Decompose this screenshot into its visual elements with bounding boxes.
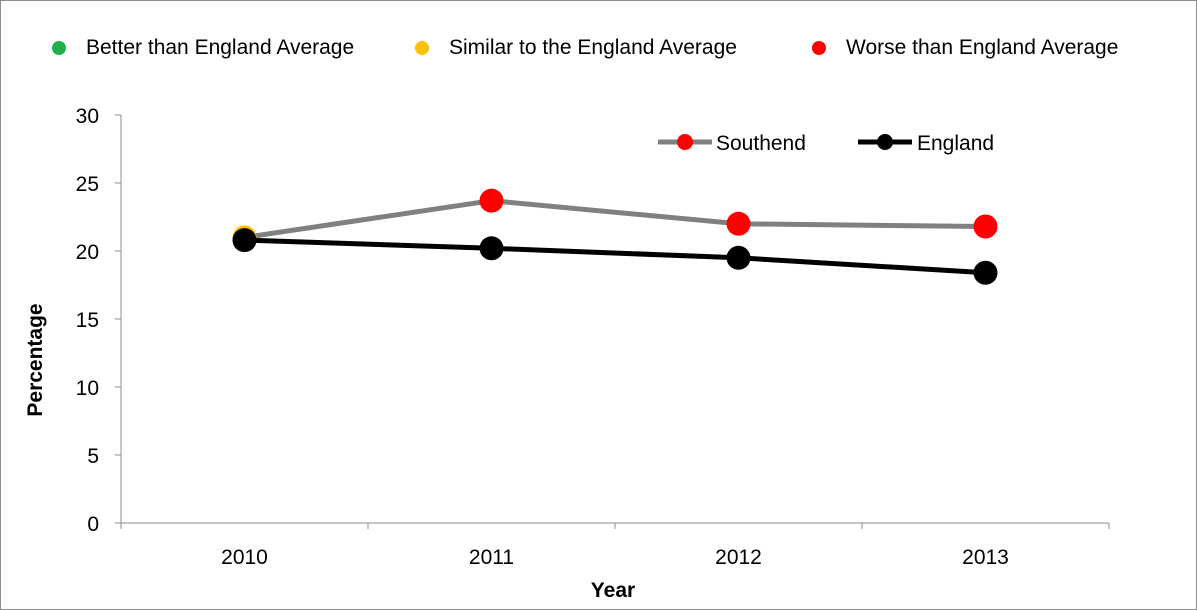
status-legend-similar: Similar to the England Average — [415, 36, 737, 60]
status-legend-similar-label: Similar to the England Average — [449, 36, 737, 59]
data-point-england-2011 — [479, 236, 504, 261]
legend-marker-england — [877, 134, 893, 150]
data-point-england-2013 — [973, 260, 998, 285]
x-tick-label: 2011 — [469, 546, 514, 569]
status-legend: Better than England Average Similar to t… — [0, 36, 1197, 64]
y-tick-label: 25 — [76, 173, 99, 196]
y-tick-label: 10 — [76, 377, 99, 400]
legend-label-southend: Southend — [716, 132, 806, 155]
data-point-southend-2013 — [973, 214, 998, 239]
data-point-southend-2011 — [479, 188, 504, 213]
x-axis-title: Year — [590, 579, 636, 602]
data-point-england-2012 — [726, 245, 751, 270]
x-tick-label: 2013 — [962, 546, 1009, 569]
amber-dot-icon — [415, 41, 429, 55]
series-line-southend — [244, 198, 986, 240]
y-tick-label: 20 — [76, 241, 99, 264]
green-dot-icon — [52, 41, 66, 55]
status-legend-better-label: Better than England Average — [86, 36, 355, 59]
y-tick-label: 15 — [76, 309, 99, 332]
status-legend-worse: Worse than England Average — [812, 36, 1118, 60]
x-tick-label: 2012 — [715, 546, 762, 569]
status-legend-worse-label: Worse than England Average — [846, 36, 1119, 59]
status-legend-better: Better than England Average — [52, 36, 354, 60]
y-tick-label: 5 — [87, 445, 99, 468]
x-tick-label: 2010 — [221, 546, 268, 569]
y-tick-label: 30 — [76, 105, 99, 128]
legend-marker-southend — [677, 134, 693, 150]
y-tick-label: 0 — [87, 513, 99, 536]
series-line-england — [244, 237, 986, 276]
data-point-southend-2012 — [726, 211, 751, 236]
data-point-england-2010 — [232, 228, 257, 253]
legend-label-england: England — [917, 132, 994, 155]
red-dot-icon — [812, 41, 826, 55]
